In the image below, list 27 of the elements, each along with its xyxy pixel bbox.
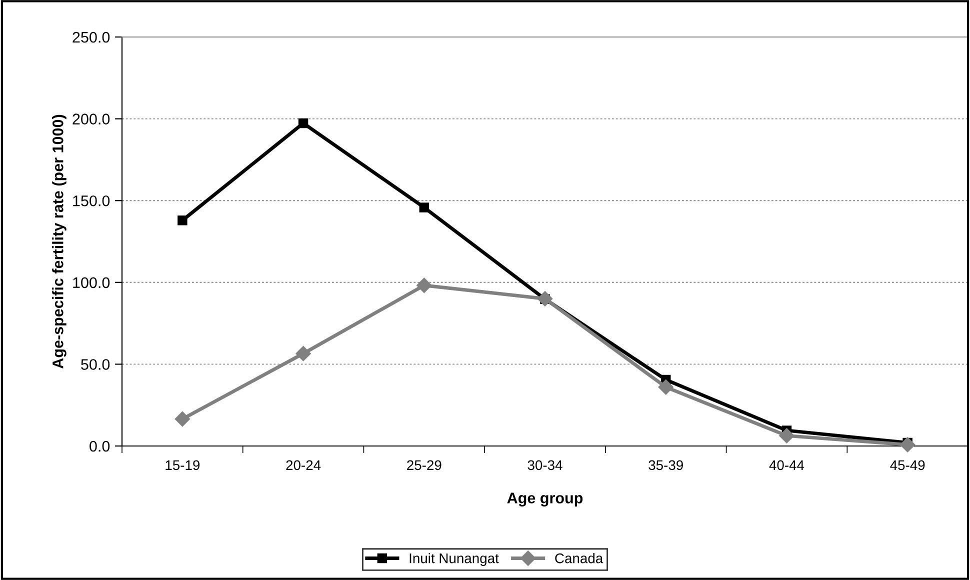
point [779,428,794,444]
y-axis-title: Age-specific fertility rate (per 1000) [52,114,66,368]
point [174,411,190,427]
point [298,118,308,128]
legend-label: Canada [555,553,604,564]
y-tick-label: 200.0 [72,114,110,124]
legend-label: Inuit Nunangat [410,553,499,566]
point [296,346,311,362]
point [537,291,553,306]
x-tick-label: 30-34 [528,460,562,470]
point [658,380,674,395]
y-tick-label: 250.0 [72,32,110,43]
x-tick-label: 35-39 [648,460,683,470]
x-tick-label: 15-19 [166,460,200,470]
point [178,216,188,226]
x-tick-label: 25-29 [407,460,442,470]
x-tick-label: 20-24 [286,460,321,470]
x-tick-label: 45-49 [890,460,925,470]
y-tick-label: 150.0 [73,195,110,206]
point [419,202,430,212]
point [416,278,432,293]
y-tick-label: 100.0 [73,277,110,288]
y-tick-label: 0.0 [90,440,110,452]
y-tick-label: 50.0 [81,359,110,370]
x-axis-title: Age group [507,492,583,507]
point [900,437,916,452]
x-tick-label: 40-44 [769,460,804,470]
